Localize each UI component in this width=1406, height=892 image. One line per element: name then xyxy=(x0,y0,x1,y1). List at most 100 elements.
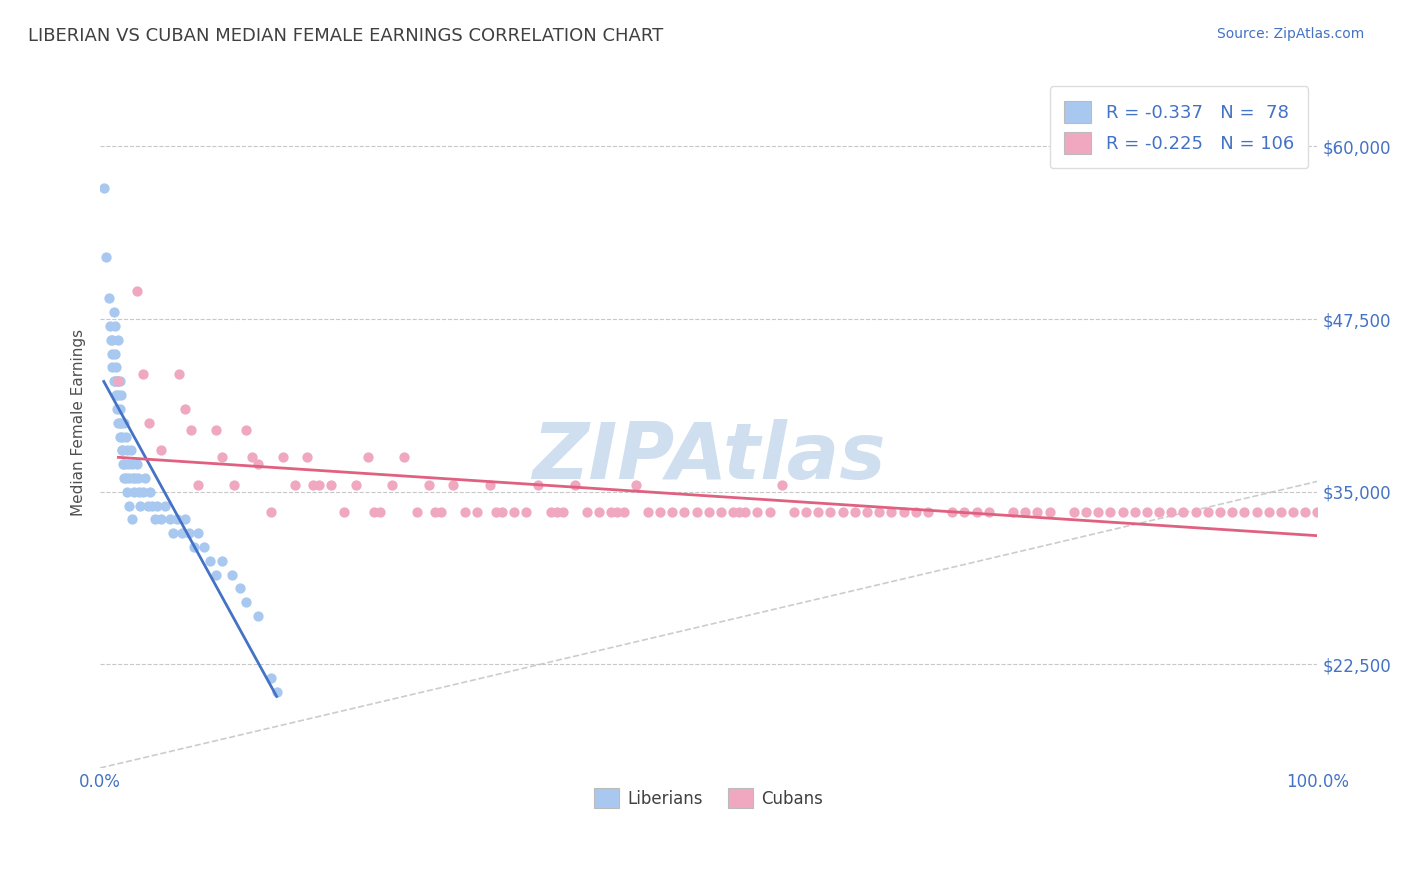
Point xyxy=(150,512,173,526)
Point xyxy=(1087,506,1109,520)
Point xyxy=(259,671,281,685)
Point xyxy=(122,484,145,499)
Point xyxy=(1111,506,1133,520)
Point xyxy=(110,416,132,430)
Point xyxy=(576,506,599,520)
Point xyxy=(93,181,115,195)
Point xyxy=(114,457,136,471)
Point xyxy=(941,506,963,520)
Point xyxy=(1147,506,1170,520)
Point xyxy=(953,506,976,520)
Point xyxy=(107,333,129,347)
Point xyxy=(103,374,125,388)
Point xyxy=(527,478,550,492)
Point xyxy=(728,506,751,520)
Point xyxy=(177,526,200,541)
Point xyxy=(637,506,659,520)
Point xyxy=(108,429,131,443)
Point xyxy=(127,471,149,485)
Point xyxy=(381,478,404,492)
Point xyxy=(710,506,733,520)
Point xyxy=(229,582,252,596)
Point xyxy=(1257,506,1279,520)
Point xyxy=(1209,506,1232,520)
Point xyxy=(794,506,817,520)
Point xyxy=(1197,506,1219,520)
Point xyxy=(405,506,427,520)
Point xyxy=(150,443,173,458)
Point xyxy=(110,388,132,402)
Point xyxy=(661,506,683,520)
Point xyxy=(162,526,184,541)
Point xyxy=(1074,506,1097,520)
Point xyxy=(783,506,806,520)
Point xyxy=(247,609,270,624)
Point xyxy=(612,506,634,520)
Point xyxy=(1173,506,1195,520)
Point xyxy=(1039,506,1062,520)
Point xyxy=(807,506,830,520)
Point xyxy=(186,526,208,541)
Point xyxy=(1099,506,1122,520)
Point xyxy=(564,478,586,492)
Point xyxy=(100,333,122,347)
Point xyxy=(235,595,257,609)
Point xyxy=(166,512,188,526)
Point xyxy=(141,499,163,513)
Point xyxy=(111,429,134,443)
Point xyxy=(515,506,537,520)
Point xyxy=(1136,506,1159,520)
Point xyxy=(111,443,134,458)
Point xyxy=(186,478,208,492)
Point xyxy=(648,506,671,520)
Point xyxy=(1220,506,1243,520)
Point xyxy=(368,506,391,520)
Point xyxy=(758,506,780,520)
Point xyxy=(101,333,124,347)
Point xyxy=(1233,506,1256,520)
Point xyxy=(134,471,156,485)
Point xyxy=(146,499,169,513)
Text: Source: ZipAtlas.com: Source: ZipAtlas.com xyxy=(1216,27,1364,41)
Point xyxy=(105,374,128,388)
Point xyxy=(115,484,138,499)
Point xyxy=(624,478,647,492)
Point xyxy=(204,567,226,582)
Point xyxy=(551,506,574,520)
Point xyxy=(101,360,124,375)
Point xyxy=(540,506,562,520)
Point xyxy=(247,457,270,471)
Point xyxy=(128,484,150,499)
Point xyxy=(491,506,513,520)
Point xyxy=(104,360,127,375)
Point xyxy=(198,554,221,568)
Point xyxy=(467,506,489,520)
Point xyxy=(138,416,160,430)
Point xyxy=(129,499,152,513)
Point xyxy=(124,471,146,485)
Point xyxy=(1306,506,1329,520)
Point xyxy=(1246,506,1268,520)
Point xyxy=(831,506,853,520)
Point xyxy=(546,506,568,520)
Point xyxy=(122,471,145,485)
Point xyxy=(101,346,124,360)
Point xyxy=(114,471,136,485)
Point xyxy=(271,450,294,465)
Point xyxy=(747,506,769,520)
Text: ZIPAtlas: ZIPAtlas xyxy=(531,419,886,495)
Point xyxy=(97,292,120,306)
Point xyxy=(114,471,136,485)
Point xyxy=(485,506,508,520)
Point xyxy=(153,499,176,513)
Point xyxy=(1063,506,1085,520)
Point xyxy=(868,506,890,520)
Point xyxy=(418,478,440,492)
Point xyxy=(108,374,131,388)
Point xyxy=(105,401,128,416)
Point xyxy=(98,318,121,333)
Point xyxy=(125,457,148,471)
Point xyxy=(1294,506,1316,520)
Point xyxy=(132,368,155,382)
Point xyxy=(904,506,927,520)
